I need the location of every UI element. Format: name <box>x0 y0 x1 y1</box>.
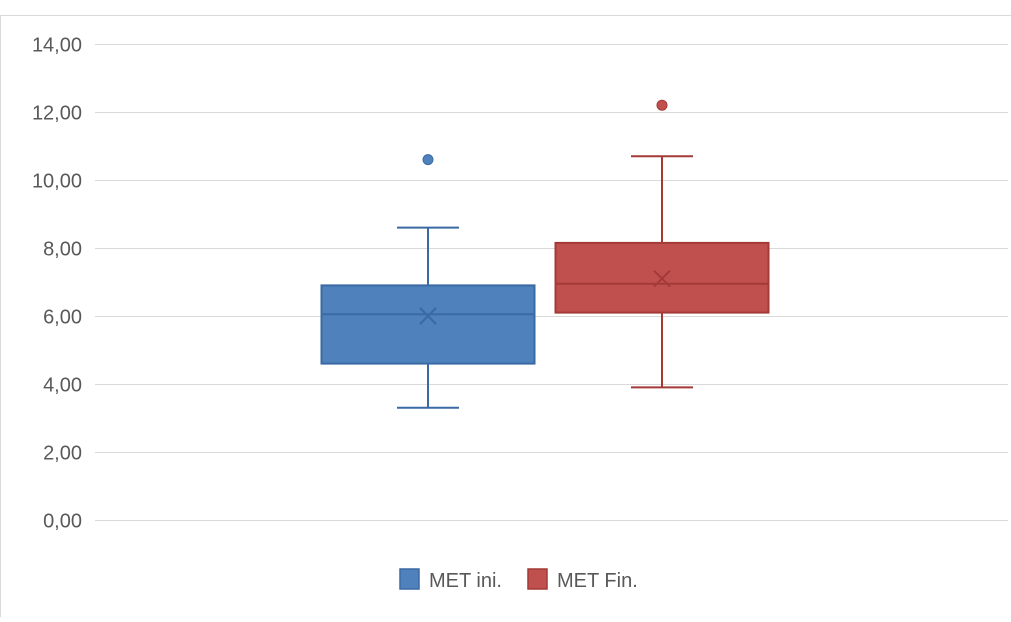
legend-swatch <box>527 568 548 590</box>
box-series-1 <box>320 154 536 409</box>
legend: MET ini. MET Fin. <box>399 568 638 592</box>
outlier-point <box>656 99 668 111</box>
legend-item-2: MET Fin. <box>527 568 638 592</box>
y-tick-label: 10,00 <box>32 171 82 193</box>
y-tick-label: 14,00 <box>32 35 82 57</box>
y-tick-label: 2,00 <box>43 443 82 465</box>
mean-marker <box>653 269 671 288</box>
interquartile-box <box>320 284 536 365</box>
mean-marker <box>419 307 437 325</box>
y-tick-label: 12,00 <box>32 103 82 125</box>
y-tick-label: 6,00 <box>43 307 82 329</box>
legend-item-1: MET ini. <box>399 568 502 592</box>
legend-label: MET Fin. <box>557 570 638 592</box>
y-tick-label: 8,00 <box>43 239 82 261</box>
legend-label: MET ini. <box>429 570 502 592</box>
box-series <box>320 99 770 409</box>
outlier-point <box>422 154 434 166</box>
y-axis-tick-labels: 0,00 2,00 4,00 6,00 8,00 10,00 12,00 14,00 <box>32 35 82 533</box>
legend-swatch <box>399 568 420 590</box>
y-tick-label: 4,00 <box>43 375 82 397</box>
y-tick-label: 0,00 <box>43 511 82 533</box>
box-series-2 <box>554 99 770 389</box>
gridlines <box>95 44 1008 521</box>
